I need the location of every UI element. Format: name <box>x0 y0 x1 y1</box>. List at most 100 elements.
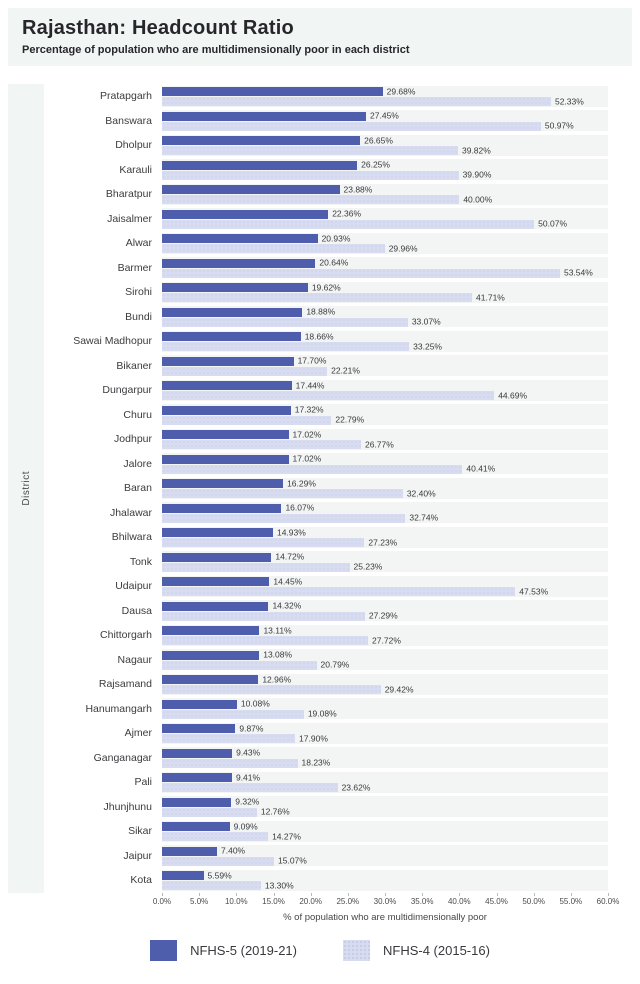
nfhs5-bar[interactable]: 22.36% <box>162 209 361 219</box>
nfhs4-bar[interactable]: 39.82% <box>162 146 491 156</box>
nfhs5-bar[interactable]: 16.07% <box>162 503 314 513</box>
bar-value-label: 17.90% <box>299 733 328 744</box>
x-axis-tick-label: 55.0% <box>559 896 583 906</box>
district-band: 17.70% 22.21% <box>162 355 608 377</box>
nfhs5-bar[interactable]: 26.65% <box>162 136 393 146</box>
nfhs5-bar[interactable]: 18.88% <box>162 307 335 317</box>
nfhs4-bar[interactable]: 12.76% <box>162 807 290 817</box>
nfhs4-bar[interactable]: 39.90% <box>162 170 491 180</box>
legend-item-nfhs4[interactable]: NFHS-4 (2015-16) <box>343 939 490 961</box>
nfhs5-bar[interactable]: 17.32% <box>162 405 324 415</box>
nfhs5-bar[interactable]: 29.68% <box>162 87 415 97</box>
district-band: 17.02% 40.41% <box>162 453 608 475</box>
nfhs5-bar[interactable]: 12.96% <box>162 675 291 685</box>
x-axis-tick-mark <box>385 892 386 896</box>
x-axis-tick-mark <box>496 892 498 896</box>
bar-value-label: 17.02% <box>292 453 322 464</box>
nfhs4-bar[interactable]: 29.42% <box>162 685 414 695</box>
chart-row: Jaipur 7.40% 15.07% <box>44 844 632 869</box>
x-axis-tick-label: 20.0% <box>299 896 322 906</box>
nfhs5-bar[interactable]: 9.09% <box>162 822 258 832</box>
nfhs5-bar[interactable]: 14.32% <box>162 601 301 611</box>
nfhs4-bar[interactable]: 33.25% <box>162 342 442 352</box>
nfhs5-bar[interactable]: 26.25% <box>162 160 390 170</box>
bar-value-label: 20.93% <box>321 233 351 244</box>
nfhs4-bar[interactable]: 22.21% <box>162 366 360 376</box>
nfhs5-bar[interactable]: 16.29% <box>162 479 316 489</box>
nfhs4-bar[interactable]: 53.54% <box>162 268 593 278</box>
chart-row: Chittorgarh 13.11% 27.72% <box>44 623 632 648</box>
nfhs4-bar[interactable]: 20.79% <box>162 660 349 670</box>
nfhs4-bar[interactable]: 33.07% <box>162 317 441 327</box>
nfhs4-bar[interactable]: 22.79% <box>162 415 364 425</box>
nfhs5-bar[interactable]: 9.41% <box>162 773 260 783</box>
nfhs4-bar[interactable]: 23.62% <box>162 783 370 793</box>
nfhs5-bar[interactable]: 14.45% <box>162 577 302 587</box>
nfhs4-bar[interactable]: 27.72% <box>162 636 401 646</box>
nfhs4-bar[interactable]: 52.33% <box>162 97 584 107</box>
district-label: Chittorgarh <box>100 629 152 642</box>
nfhs4-bar[interactable]: 50.07% <box>162 219 567 229</box>
district-band: 26.25% 39.90% <box>162 159 608 181</box>
district-band: 13.08% 20.79% <box>162 649 608 671</box>
nfhs4-bar[interactable]: 32.74% <box>162 513 438 523</box>
nfhs4-bar[interactable]: 32.40% <box>162 489 436 499</box>
nfhs4-bar[interactable]: 50.97% <box>162 121 574 131</box>
bar-value-label: 16.07% <box>285 502 315 513</box>
district-band: 10.08% 19.08% <box>162 698 608 720</box>
page-title: Rajasthan: Headcount Ratio <box>22 17 294 39</box>
nfhs4-bar[interactable]: 27.29% <box>162 611 398 621</box>
nfhs4-bar[interactable]: 18.23% <box>162 758 330 768</box>
nfhs5-bar[interactable]: 9.43% <box>162 748 260 758</box>
legend-item-nfhs5[interactable]: NFHS-5 (2019-21) <box>150 939 297 961</box>
nfhs4-bar[interactable]: 26.77% <box>162 440 394 450</box>
nfhs4-bar[interactable]: 40.41% <box>162 464 495 474</box>
nfhs4-bar[interactable]: 17.90% <box>162 734 328 744</box>
nfhs5-bar[interactable]: 5.59% <box>162 871 232 881</box>
nfhs5-bar[interactable]: 20.93% <box>162 234 350 244</box>
nfhs5-bar[interactable]: 13.11% <box>162 626 292 636</box>
nfhs4-bar[interactable]: 41.71% <box>162 293 505 303</box>
district-label: Tonk <box>129 555 152 568</box>
nfhs5-bar[interactable]: 17.02% <box>162 430 321 440</box>
bar-value-label: 27.29% <box>368 610 398 621</box>
nfhs4-bar[interactable]: 44.69% <box>162 391 527 401</box>
district-band: 16.29% 32.40% <box>162 477 608 499</box>
nfhs5-bar[interactable]: 17.70% <box>162 356 326 366</box>
nfhs4-bar[interactable]: 25.23% <box>162 562 382 572</box>
nfhs5-bar[interactable]: 27.45% <box>162 111 399 121</box>
bar-value-label: 14.93% <box>276 527 306 538</box>
nfhs4-bar[interactable]: 29.96% <box>162 244 418 254</box>
nfhs5-bar[interactable]: 9.87% <box>162 724 263 734</box>
bar-value-label: 26.77% <box>364 439 394 450</box>
legend-swatch-icon <box>343 939 370 961</box>
nfhs5-bar[interactable]: 9.32% <box>162 797 259 807</box>
district-label: Jaisalmer <box>107 212 152 225</box>
nfhs4-bar[interactable]: 40.00% <box>162 195 492 205</box>
nfhs5-bar[interactable]: 23.88% <box>162 185 372 195</box>
nfhs5-bar[interactable]: 13.08% <box>162 650 292 660</box>
nfhs5-bar[interactable]: 20.64% <box>162 258 348 268</box>
nfhs5-bar[interactable]: 14.93% <box>162 528 306 538</box>
x-axis-tick-mark <box>459 892 461 896</box>
nfhs4-bar[interactable]: 15.07% <box>162 856 307 866</box>
nfhs4-bar[interactable]: 27.23% <box>162 538 397 548</box>
nfhs4-bar[interactable]: 13.30% <box>162 881 294 891</box>
nfhs5-bar[interactable]: 19.62% <box>162 283 341 293</box>
nfhs5-bar[interactable]: 7.40% <box>162 846 245 856</box>
nfhs4-bar[interactable]: 47.53% <box>162 587 548 597</box>
nfhs5-bar[interactable]: 18.66% <box>162 332 334 342</box>
bar-value-label: 41.71% <box>476 292 505 303</box>
bar-value-label: 9.41% <box>235 772 261 783</box>
nfhs4-bar[interactable]: 14.27% <box>162 832 301 842</box>
bar-chart: District Pratapgarh 29.68% 52.33% Banswara 2… <box>8 84 632 893</box>
nfhs5-bar[interactable]: 17.02% <box>162 454 321 464</box>
nfhs5-bar[interactable]: 17.44% <box>162 381 324 391</box>
legend-swatch-icon <box>150 939 178 961</box>
district-band: 20.93% 29.96% <box>162 232 608 254</box>
nfhs4-bar[interactable]: 19.08% <box>162 709 337 719</box>
nfhs5-bar[interactable]: 14.72% <box>162 552 304 562</box>
bar-value-label: 9.43% <box>236 747 261 758</box>
nfhs5-bar[interactable]: 10.08% <box>162 699 270 709</box>
bar-value-label: 29.96% <box>388 243 418 254</box>
